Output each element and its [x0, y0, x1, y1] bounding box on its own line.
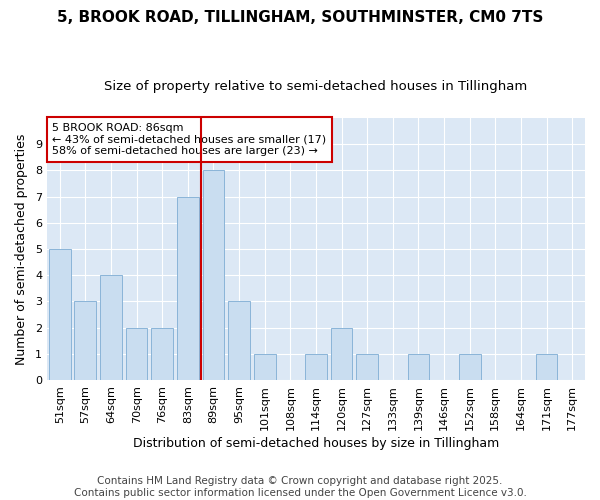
Bar [356, 354, 378, 380]
Bar [177, 196, 199, 380]
Y-axis label: Number of semi-detached properties: Number of semi-detached properties [15, 134, 28, 364]
Bar [331, 328, 352, 380]
Bar [407, 354, 430, 380]
Text: 5, BROOK ROAD, TILLINGHAM, SOUTHMINSTER, CM0 7TS: 5, BROOK ROAD, TILLINGHAM, SOUTHMINSTER,… [57, 10, 543, 25]
Bar [203, 170, 224, 380]
Bar [254, 354, 275, 380]
Bar [126, 328, 148, 380]
Bar [228, 302, 250, 380]
Bar [459, 354, 481, 380]
Bar [305, 354, 327, 380]
Bar [49, 249, 71, 380]
Bar [74, 302, 96, 380]
Bar [536, 354, 557, 380]
Bar [151, 328, 173, 380]
Title: Size of property relative to semi-detached houses in Tillingham: Size of property relative to semi-detach… [104, 80, 527, 93]
Bar [100, 275, 122, 380]
X-axis label: Distribution of semi-detached houses by size in Tillingham: Distribution of semi-detached houses by … [133, 437, 499, 450]
Text: 5 BROOK ROAD: 86sqm
← 43% of semi-detached houses are smaller (17)
58% of semi-d: 5 BROOK ROAD: 86sqm ← 43% of semi-detach… [52, 123, 326, 156]
Text: Contains HM Land Registry data © Crown copyright and database right 2025.
Contai: Contains HM Land Registry data © Crown c… [74, 476, 526, 498]
